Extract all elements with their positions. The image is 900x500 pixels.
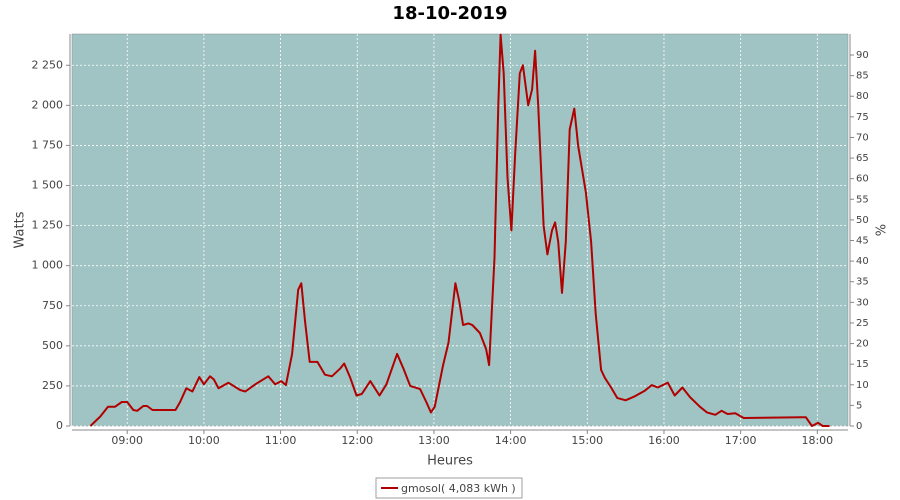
- y2-axis-label: %: [875, 224, 890, 236]
- y-tick-label: 1 500: [32, 179, 64, 192]
- y2-tick-label: 85: [856, 71, 869, 82]
- x-tick-label: 13:00: [418, 434, 450, 447]
- x-tick-label: 15:00: [571, 434, 603, 447]
- y2-tick-label: 35: [856, 277, 869, 288]
- x-tick-label: 17:00: [725, 434, 757, 447]
- y2-tick-label: 45: [856, 236, 869, 247]
- y-tick-label: 500: [42, 339, 63, 352]
- y-axis-label: Watts: [13, 211, 28, 248]
- y2-tick-label: 90: [856, 50, 869, 61]
- y2-tick-label: 5: [856, 400, 862, 411]
- y2-tick-label: 70: [856, 132, 869, 143]
- x-tick-label: 14:00: [495, 434, 527, 447]
- y2-tick-label: 60: [856, 174, 869, 185]
- legend-label: gmosol( 4,083 kWh ): [401, 482, 516, 495]
- y-tick-label: 1 750: [32, 138, 64, 151]
- y-tick-label: 1 000: [32, 259, 64, 272]
- y2-tick-label: 30: [856, 297, 869, 308]
- x-tick-label: 09:00: [111, 434, 143, 447]
- y2-tick-label: 15: [856, 359, 869, 370]
- y2-tick-label: 80: [856, 91, 869, 102]
- y-tick-label: 250: [42, 379, 63, 392]
- y2-tick-label: 75: [856, 112, 869, 123]
- y-tick-label: 1 250: [32, 219, 64, 232]
- y-tick-label: 2 000: [32, 98, 64, 111]
- series-line: [89, 33, 830, 427]
- y-tick-label: 2 250: [32, 58, 64, 71]
- x-tick-label: 18:00: [801, 434, 833, 447]
- plot-area: [71, 33, 849, 427]
- y2-tick-label: 20: [856, 339, 869, 350]
- y2-tick-label: 25: [856, 318, 869, 329]
- y2-tick-label: 55: [856, 194, 869, 205]
- x-axis-label: Heures: [427, 454, 473, 469]
- legend-box: [375, 477, 523, 499]
- y2-tick-label: 10: [856, 380, 869, 391]
- chart-title: 18-10-2019: [392, 3, 507, 24]
- y-tick-label: 0: [56, 419, 63, 432]
- x-tick-label: 12:00: [341, 434, 373, 447]
- x-tick-label: 10:00: [188, 434, 220, 447]
- y2-tick-label: 40: [856, 256, 869, 267]
- y2-tick-label: 65: [856, 153, 869, 164]
- x-tick-label: 16:00: [648, 434, 680, 447]
- y2-tick-label: 50: [856, 215, 869, 226]
- x-tick-label: 11:00: [265, 434, 297, 447]
- y-tick-label: 750: [42, 299, 63, 312]
- y2-tick-label: 0: [856, 421, 862, 432]
